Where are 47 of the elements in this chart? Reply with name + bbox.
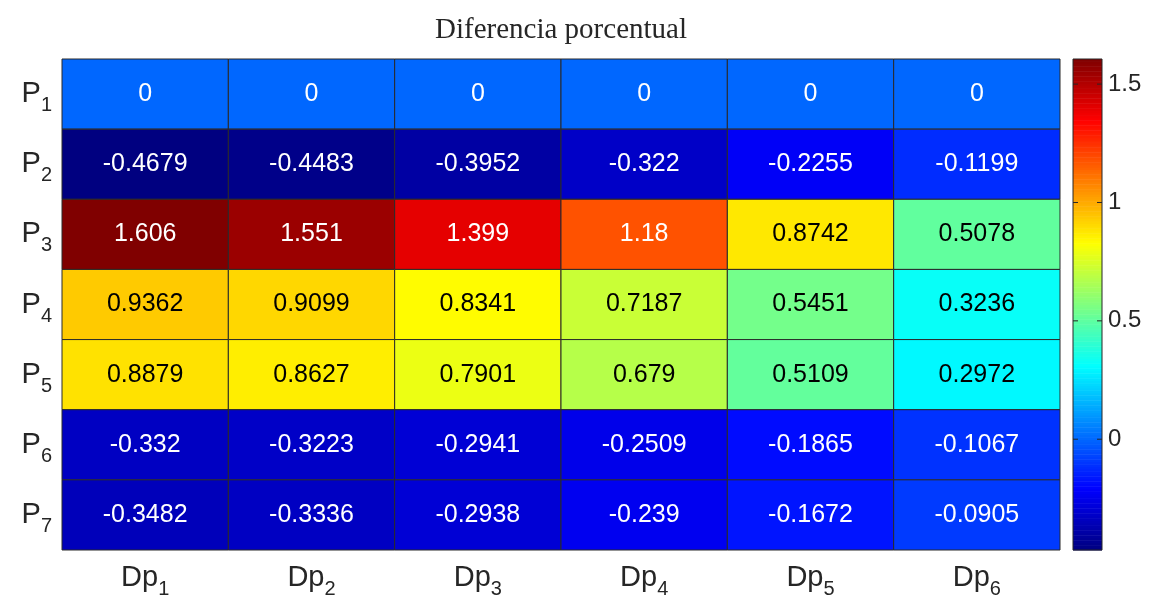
data-label: -0.2938 xyxy=(435,498,521,527)
data-label: 0.679 xyxy=(612,358,676,387)
data-label: 0 xyxy=(304,77,319,106)
data-label: 1.551 xyxy=(280,218,343,247)
data-label: 0 xyxy=(637,77,652,106)
data-label: -0.1067 xyxy=(934,428,1020,457)
data-label: -0.1672 xyxy=(768,498,853,527)
data-label: -0.1865 xyxy=(768,428,853,457)
data-label: -0.322 xyxy=(608,148,680,177)
data-label: -0.2509 xyxy=(601,428,687,457)
data-label: -0.332 xyxy=(109,428,181,457)
data-label: 0 xyxy=(969,77,984,106)
data-label: 1.399 xyxy=(446,218,510,247)
data-label: 0.7187 xyxy=(605,288,683,317)
color-bar-label: 0.5 xyxy=(1108,305,1142,333)
color-bar-label: 0 xyxy=(1108,423,1122,451)
data-label: 0.5109 xyxy=(772,358,849,387)
data-label: 0.8742 xyxy=(772,218,849,247)
data-label: 0.8341 xyxy=(439,288,517,317)
data-label: 0.9099 xyxy=(273,288,350,317)
data-label: 0 xyxy=(803,77,818,106)
data-label: -0.4679 xyxy=(102,148,188,177)
data-label: 0 xyxy=(470,77,485,106)
data-label: -0.3336 xyxy=(269,498,354,527)
data-label: 0.3236 xyxy=(938,288,1016,317)
data-label: 0.5078 xyxy=(938,218,1016,247)
data-label: -0.3223 xyxy=(269,428,354,457)
data-label: 1.606 xyxy=(113,218,177,247)
data-label: 1.18 xyxy=(619,218,669,247)
chart-title: Diferencia porcentual xyxy=(435,11,687,44)
data-label: 0.8627 xyxy=(273,358,350,387)
color-bar-label: 1.5 xyxy=(1108,68,1142,96)
data-label: -0.2941 xyxy=(435,428,521,457)
data-label: 0.7901 xyxy=(439,358,517,387)
data-label: -0.4483 xyxy=(269,148,354,177)
color-bar-label: 1 xyxy=(1108,187,1122,215)
data-label: 0 xyxy=(138,77,153,106)
data-label: 0.8879 xyxy=(106,358,184,387)
data-label: -0.3482 xyxy=(102,498,188,527)
data-label: -0.3952 xyxy=(435,148,521,177)
data-label: -0.1199 xyxy=(935,148,1019,177)
data-label: 0.9362 xyxy=(106,288,184,317)
data-label: -0.0905 xyxy=(934,498,1020,527)
data-label: 0.5451 xyxy=(772,288,849,317)
data-label: -0.2255 xyxy=(768,148,853,177)
data-label: -0.239 xyxy=(608,498,680,527)
data-label: 0.2972 xyxy=(938,358,1016,387)
